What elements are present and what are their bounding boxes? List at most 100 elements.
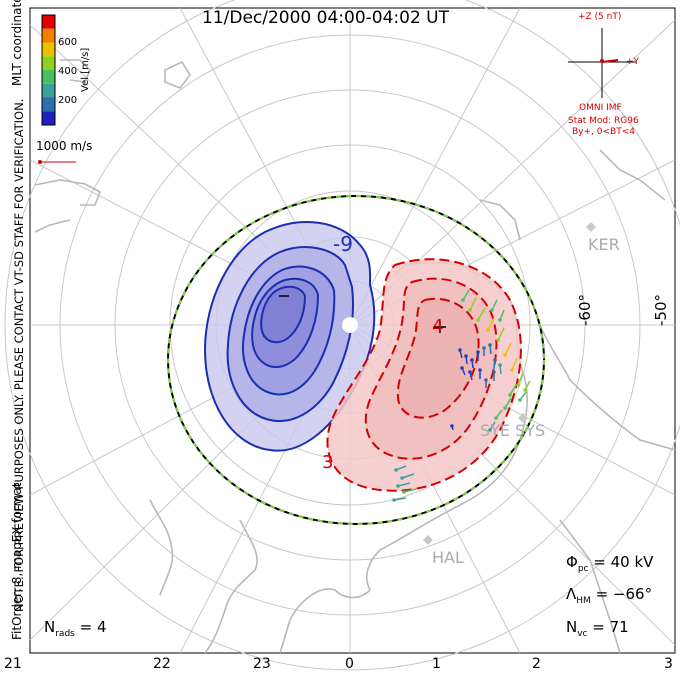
imf-y-label: +Y <box>626 57 640 67</box>
phi-subscript: pc <box>577 564 589 574</box>
hm-boundary-latitude: ΛHM = −66° <box>566 585 652 606</box>
velocity-vector <box>491 299 498 311</box>
velocity-vector-origin <box>476 318 480 322</box>
velocity-vector-origin <box>496 338 500 342</box>
velocity-vector <box>469 297 477 311</box>
velocity-vector <box>401 473 415 479</box>
velocity-vector-origin <box>470 358 474 362</box>
velocity-vector-origin <box>498 363 502 367</box>
velocity-vector <box>397 482 411 487</box>
mlt-label-23: 23 <box>253 656 271 672</box>
velocity-vector-origin <box>402 490 406 494</box>
velocity-vector <box>504 342 512 356</box>
mlt-label-21: 21 <box>4 656 22 672</box>
nrads-subscript: rads <box>55 629 75 639</box>
radar-stations <box>423 222 596 545</box>
velocity-vector <box>487 317 495 331</box>
mlt-label-0: 0 <box>345 656 354 672</box>
colorbar-tick-400: 400 <box>58 66 78 77</box>
vector-count: Nvc = 71 <box>566 618 629 639</box>
plot-frame <box>29 7 676 654</box>
fit-order: FitOrder: 8, mapEX format <box>10 482 24 640</box>
colorbar <box>41 14 56 126</box>
mlt-label-22: 22 <box>153 656 171 672</box>
imf-source: OMNI IMF <box>579 103 622 113</box>
nvc-value: = 71 <box>592 618 629 636</box>
latitude-label-60: -60° <box>576 294 594 326</box>
colorbar-segment <box>42 56 55 70</box>
velocity-vector-origin <box>396 484 400 488</box>
station-ker: KER <box>588 235 620 254</box>
positive-potential-cell <box>326 258 522 492</box>
velocity-vector-origin <box>492 370 496 374</box>
velocity-vector-origin <box>482 346 486 350</box>
colorbar-segment <box>42 15 55 29</box>
latitude-label-50: -50° <box>652 294 670 326</box>
max-potential-marker <box>434 321 446 333</box>
phi-value: = 40 kV <box>593 553 654 571</box>
contour-label-neg: -9 <box>333 232 353 256</box>
lambda-symbol: Λ <box>566 585 577 603</box>
velocity-vector-origin <box>478 368 482 372</box>
velocity-vector <box>504 397 512 409</box>
velocity-vector-origin <box>392 498 396 502</box>
velocity-vector <box>509 384 517 396</box>
velocity-vector <box>477 307 486 321</box>
velocity-vector-origin <box>458 348 462 352</box>
colorbar-segment <box>42 42 55 57</box>
velocity-vector-origin <box>523 388 527 392</box>
velocity-vector-origin <box>394 468 398 472</box>
stat-model: Stat Mod: RG96 <box>568 116 639 126</box>
velocity-vector-origin <box>450 424 454 428</box>
velocity-vector-origin <box>400 476 404 480</box>
radar-count: Nrads = 4 <box>44 618 107 639</box>
mlt-label-2: 2 <box>532 656 541 672</box>
velocity-vector-origin <box>468 308 472 312</box>
lambda-subscript: HM <box>576 596 591 606</box>
velocity-vector-origin <box>510 368 514 372</box>
velocity-vector-origin <box>493 358 497 362</box>
velocity-vector-origin <box>490 308 494 312</box>
coordinate-system: MLT coordinates <box>10 0 24 86</box>
velocity-vector <box>393 497 407 501</box>
colorbar-segment <box>42 97 55 112</box>
lambda-value: = −66° <box>595 585 653 603</box>
velocity-vector-origin <box>484 378 488 382</box>
nrads-symbol: N <box>44 618 56 636</box>
velocity-vector-origin <box>488 428 492 432</box>
nrads-value: = 4 <box>79 618 107 636</box>
velocity-vector-origin <box>518 398 522 402</box>
velocity-vector-origin <box>476 350 480 354</box>
colorbar-tick-200: 200 <box>58 95 78 106</box>
nvc-symbol: N <box>566 618 578 636</box>
velocity-vector-origin <box>461 298 465 302</box>
imf-condition: By+, 0<BT<4 <box>572 127 635 137</box>
nvc-subscript: vc <box>577 629 588 639</box>
imf-dial <box>568 28 636 98</box>
imf-z-label: +Z (5 nT) <box>578 12 622 22</box>
colorbar-tick-600: 600 <box>58 37 78 48</box>
velocity-vector <box>517 372 524 386</box>
velocity-vector-origin <box>460 366 464 370</box>
cross-polar-potential: Φpc = 40 kV <box>566 553 653 574</box>
contour-label-pos: 4 <box>432 316 444 337</box>
colorbar-segment <box>42 83 55 98</box>
colorbar-segment <box>42 28 55 43</box>
velocity-vector-origin <box>464 354 468 358</box>
mlt-label-3: 3 <box>664 656 673 672</box>
velocity-vector-origin <box>503 353 507 357</box>
pole-marker <box>342 317 358 333</box>
velocity-vector <box>403 488 417 493</box>
velocity-vector-origin <box>468 370 472 374</box>
mlt-label-1: 1 <box>432 656 441 672</box>
velocity-vector-origin <box>498 318 502 322</box>
contour-label-pos-min: 3 <box>322 452 334 473</box>
velocity-vector-origin <box>486 328 490 332</box>
heppner-maynard-boundary <box>167 195 545 525</box>
velocity-vectors <box>392 289 531 502</box>
phi-symbol: Φ <box>566 553 578 571</box>
negative-potential-cell <box>203 221 376 452</box>
station-hal: HAL <box>432 548 464 567</box>
